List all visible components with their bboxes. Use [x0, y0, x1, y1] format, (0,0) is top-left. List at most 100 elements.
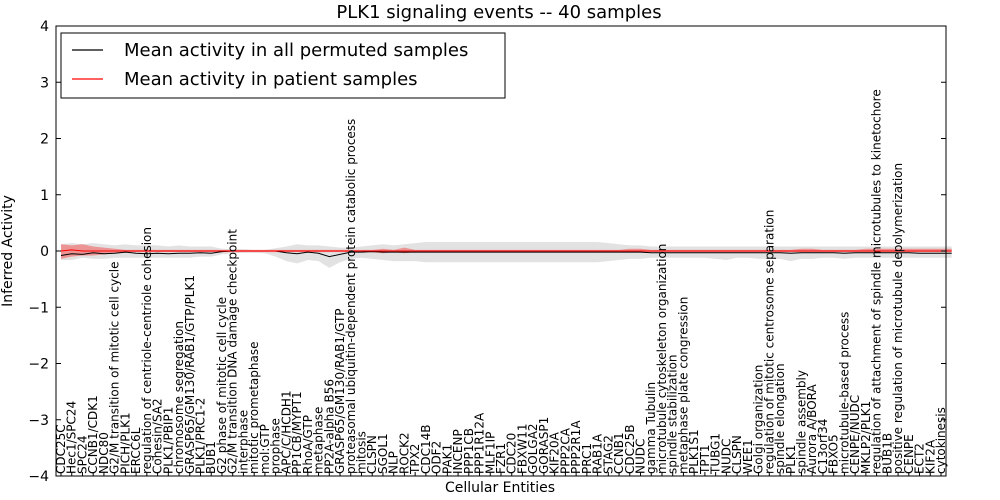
- category-label: Golgi organization: [752, 365, 766, 474]
- permuted-mean-line: [60, 250, 952, 258]
- legend-label-permuted: Mean activity in all permuted samples: [124, 40, 468, 61]
- category-label: TPX2: [408, 444, 422, 475]
- category-label: CCNB1/CDK1: [86, 395, 100, 474]
- category-label: PLK1S1: [687, 429, 701, 474]
- category-label: MLF1IP: [483, 432, 497, 474]
- category-label: RAB1A: [591, 433, 605, 474]
- category-label: interphase: [236, 410, 250, 474]
- legend: Mean activity in all permuted samples Me…: [60, 32, 506, 99]
- category-label: GOLGA2: [526, 423, 540, 474]
- category-label: spindle stabilization: [666, 354, 680, 474]
- category-label: CDC14B: [419, 425, 433, 475]
- category-label: PP1CB/MYPT1: [290, 391, 304, 474]
- category-label: STAG2: [601, 435, 615, 474]
- category-label: mitotic prometaphase: [247, 342, 261, 475]
- category-labels: CDC25CHec1/SPC24SPC24CCNB1/CDK1NDC80G2/M…: [54, 89, 948, 476]
- y-tick-label: 4: [40, 19, 49, 35]
- y-tick-label: −4: [28, 469, 49, 485]
- category-label: KIF20A: [548, 431, 562, 474]
- category-label: gamma Tubulin: [644, 382, 658, 474]
- category-label: spindle elongation: [773, 363, 787, 474]
- category-label: CDC25B: [623, 425, 637, 475]
- x-axis-label: Cellular Entities: [445, 480, 555, 496]
- category-label: FBXO5: [827, 434, 841, 474]
- category-label: metaphase plate congression: [676, 297, 690, 474]
- category-label: RhoA/GTP: [301, 415, 315, 474]
- category-label: cytokinesis: [934, 407, 948, 474]
- category-label: CLSPN: [730, 435, 744, 474]
- category-label: PLK1/PBIP1: [161, 407, 175, 474]
- series-lines: [60, 249, 952, 258]
- y-tick-label: 3: [40, 75, 49, 91]
- patient-mean-line: [60, 249, 952, 252]
- category-label: PP2A-alpha B56: [322, 379, 336, 474]
- category-label: GRASP65/GM130/RAB1/GTP: [333, 308, 347, 474]
- category-label: regulation of centriole-centriole cohesi…: [140, 227, 154, 474]
- category-label: proteasomal ubiquitin-dependent protein …: [344, 119, 358, 474]
- permuted-samples-band: [61, 242, 952, 268]
- category-label: positive regulation of microtubule depol…: [891, 163, 905, 474]
- category-label: regulation of mitotic centrosome separat…: [762, 210, 776, 474]
- legend-label-patient: Mean activity in patient samples: [124, 69, 418, 90]
- category-label: NUDC: [634, 439, 648, 474]
- category-label: C13orf34: [816, 419, 830, 474]
- y-tick-label: −3: [28, 413, 49, 429]
- category-label: ROCK2: [397, 432, 411, 474]
- category-label: CENPE: [902, 434, 916, 474]
- category-label: metaphase: [312, 407, 326, 474]
- category-label: G2/M transition of mitotic cell cycle: [108, 261, 122, 474]
- category-label: NDC80: [97, 432, 111, 474]
- y-tick-label: 1: [40, 188, 49, 204]
- category-label: CDC25C: [54, 424, 68, 474]
- category-label: microtubule cytoskeleton organization: [655, 244, 669, 474]
- category-label: CENPE/NUDC: [848, 395, 862, 474]
- y-tick-label: −1: [28, 300, 49, 316]
- category-label: Cohesin/SA2: [151, 398, 165, 474]
- category-label: KIF2A: [923, 439, 937, 474]
- category-label: NUDC: [719, 439, 733, 474]
- category-label: TUBG1: [709, 433, 723, 475]
- category-label: PPP1CB: [462, 428, 476, 474]
- category-label: PPP2CA: [558, 427, 572, 474]
- category-label: ERCC6L: [129, 427, 143, 474]
- category-label: BUB1: [204, 441, 218, 474]
- category-label: PLK1/PRC1-2: [194, 398, 208, 474]
- category-label: mitosis: [355, 431, 369, 474]
- category-label: mol:GTP: [258, 424, 272, 474]
- category-label: GORASP1: [537, 417, 551, 474]
- category-label: Hec1/SPC24: [65, 401, 79, 474]
- category-label: CLSPN: [365, 435, 379, 474]
- category-label: CDC20: [505, 433, 519, 474]
- category-label: FZR1: [494, 443, 508, 474]
- category-label: PLK1: [784, 445, 798, 474]
- plot-frame: [55, 25, 947, 477]
- category-label: G2/M transition DNA damage checkpoint: [226, 229, 240, 474]
- category-label: PAK1: [440, 444, 454, 474]
- category-label: G2 phase of mitotic cell cycle: [215, 297, 229, 474]
- category-label: ECT2: [913, 443, 927, 474]
- category-label: MKLP2/PLK1: [859, 401, 873, 474]
- category-label: FBXW11: [516, 424, 530, 475]
- category-label: SPC24: [76, 435, 90, 474]
- category-label: spindle assembly: [795, 370, 809, 474]
- category-label: ODF2: [430, 441, 444, 474]
- category-label: SGOL1: [376, 433, 390, 474]
- y-axis-label: Inferred Activity: [0, 195, 16, 307]
- category-label: APC/C/HCDH1: [279, 390, 293, 474]
- category-label: CCNB1: [612, 432, 626, 474]
- y-axis-ticks: 4 3 2 1 0 −1 −2 −3 −4: [28, 19, 946, 485]
- category-label: microtubule-based process: [837, 312, 851, 474]
- category-label: GRASP65/GM130/RAB1/GTP/PLK1: [183, 275, 197, 474]
- category-label: chromosome segregation: [172, 321, 186, 474]
- category-label: NLP: [387, 451, 401, 474]
- y-tick-label: −2: [28, 357, 49, 373]
- category-label: PPP2R1A: [569, 420, 583, 474]
- category-label: PRC1: [580, 443, 594, 474]
- category-label: PICH/PLK1: [118, 412, 132, 474]
- legend-box: [60, 32, 506, 99]
- category-label: PPP1R12A: [473, 412, 487, 474]
- y-tick-label: 0: [40, 244, 49, 260]
- chart-title: PLK1 signaling events -- 40 samples: [336, 2, 661, 23]
- category-label: TPT1: [698, 444, 712, 475]
